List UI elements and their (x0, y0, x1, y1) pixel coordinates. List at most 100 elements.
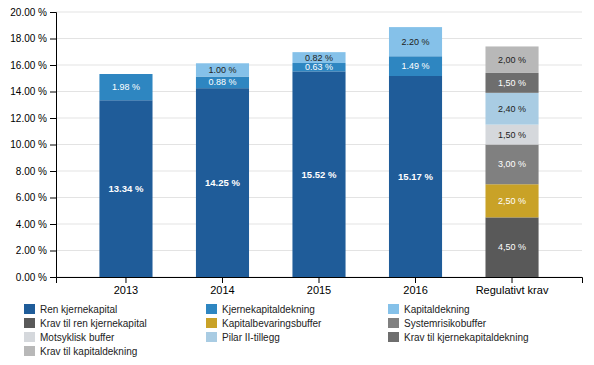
tick-label: 16.00 % (10, 60, 47, 71)
x-axis: 2013201420152016Regulativt krav (57, 277, 583, 296)
tick-mark (50, 251, 56, 252)
legend-label: Kapitalbevaringsbuffer (222, 318, 322, 329)
legend-item: Kapitalbevaringsbuffer (206, 318, 322, 329)
data-label: 3,00 % (498, 159, 526, 169)
tick-label: 4.00 % (16, 219, 47, 230)
legend: Ren kjernekapital Kjernekapitaldekning Kap… (24, 304, 529, 357)
legend-label: Kapitaldekning (404, 304, 470, 315)
legend-swatch (24, 318, 35, 328)
tick: 14.00 % (10, 86, 56, 97)
tick-mark (512, 277, 513, 283)
bar-segment (485, 145, 538, 185)
data-label: 15.17 % (398, 171, 433, 182)
tick-label: 2015 (307, 284, 331, 296)
grid-line (56, 12, 582, 13)
tick: 16.00 % (10, 60, 56, 71)
legend-swatch (24, 332, 35, 342)
legend-swatch (388, 304, 399, 314)
tick-label: Regulativt krav (476, 284, 549, 296)
tick-label: 2013 (114, 284, 138, 296)
tick-label: 6.00 % (16, 192, 47, 203)
data-label: 15.52 % (302, 169, 337, 180)
chart: 13.34 % 14.25 % 15.52 % 15.17 % 1.98 % 0.88 %… (0, 0, 594, 365)
legend-label: Ren kjernekapital (40, 304, 117, 315)
legend-label: Systemrisikobuffer (404, 318, 487, 329)
legend-label: Krav til kjernekapitaldekning (404, 332, 529, 343)
data-label: 2.20 % (401, 37, 429, 47)
tick: 4.00 % (16, 219, 56, 230)
legend-item: Systemrisikobuffer (388, 318, 487, 329)
tick: 0.00 % (16, 272, 56, 283)
bar-segment (389, 76, 442, 277)
tick-label: 8.00 % (16, 166, 47, 177)
bar-segment (389, 56, 442, 76)
tick-mark (50, 224, 56, 225)
legend-item: Krav til kapitaldekning (24, 346, 137, 357)
legend-item: Kjernekapitaldekning (206, 304, 315, 315)
legend-swatch (388, 332, 399, 342)
tick-mark (50, 145, 56, 146)
data-label: 14.25 % (205, 177, 240, 188)
bar-segment (196, 63, 249, 76)
legend-item: Motsyklisk buffer (24, 332, 115, 343)
legend-label: Krav til kapitaldekning (40, 346, 137, 357)
legend-item: Krav til ren kjernekapital (24, 318, 147, 329)
tick: 6.00 % (16, 192, 56, 203)
tick-mark (222, 277, 223, 283)
tick-mark (50, 92, 56, 93)
bar-segment (196, 77, 249, 89)
plot: 13.34 % 14.25 % 15.52 % 15.17 % 1.98 % 0.88 %… (10, 7, 582, 296)
tick: 12.00 % (10, 113, 56, 124)
tick-mark (415, 277, 416, 283)
data-label: 2,00 % (498, 55, 526, 65)
bar-segment (485, 184, 538, 217)
legend-item: Kapitaldekning (388, 304, 470, 315)
data-label: 13.34 % (109, 183, 144, 194)
legend-swatch (388, 318, 399, 328)
data-label: 1.98 % (112, 82, 140, 92)
tick-label: 2016 (403, 284, 427, 296)
tick-mark (50, 65, 56, 66)
grid-line (56, 38, 582, 39)
bar-segment (196, 88, 249, 277)
tick-label: 18.00 % (10, 33, 47, 44)
data-label: 0.63 % (305, 62, 333, 72)
bar-segment (485, 73, 538, 93)
bar-segment (99, 74, 152, 75)
legend-item: Ren kjernekapital (24, 304, 117, 315)
bar-segment (485, 217, 538, 277)
tick-mark (319, 277, 320, 283)
legend-label: Motsyklisk buffer (40, 332, 115, 343)
tick-mark (50, 198, 56, 199)
tick-label: 14.00 % (10, 86, 47, 97)
tick-mark (50, 12, 56, 13)
data-label: 1.49 % (401, 61, 429, 71)
axis-line (50, 13, 57, 278)
tick: Regulativt krav (476, 277, 549, 296)
tick-mark (50, 277, 56, 278)
data-label: 0.88 % (208, 77, 236, 87)
legend-item: Krav til kjernekapitaldekning (388, 332, 529, 343)
bars (99, 27, 538, 277)
legend-label: Pilar II-tillegg (222, 332, 280, 343)
tick-label: 0.00 % (16, 272, 47, 283)
bar-segment (292, 71, 345, 277)
tick-label: 2.00 % (16, 245, 47, 256)
y-axis: 0.00 %2.00 %4.00 %6.00 %8.00 %10.00 %12.… (10, 7, 56, 283)
legend-swatch (206, 304, 217, 314)
tick: 2015 (307, 277, 331, 296)
data-label: 1.00 % (208, 65, 236, 75)
data-labels: 13.34 % 14.25 % 15.52 % 15.17 % 1.98 % 0.88 %… (109, 37, 527, 253)
bar-segment (99, 74, 152, 100)
data-label: 1,50 % (498, 78, 526, 88)
tick: 2.00 % (16, 245, 56, 256)
tick: 2013 (114, 277, 138, 296)
tick-label: 20.00 % (10, 7, 47, 18)
bar-segment (292, 52, 345, 63)
data-label: 1,50 % (498, 130, 526, 140)
bar-segment (389, 27, 442, 56)
legend-swatch (206, 332, 217, 342)
tick-mark (50, 39, 56, 40)
grid (56, 12, 582, 277)
tick: 2016 (403, 277, 427, 296)
